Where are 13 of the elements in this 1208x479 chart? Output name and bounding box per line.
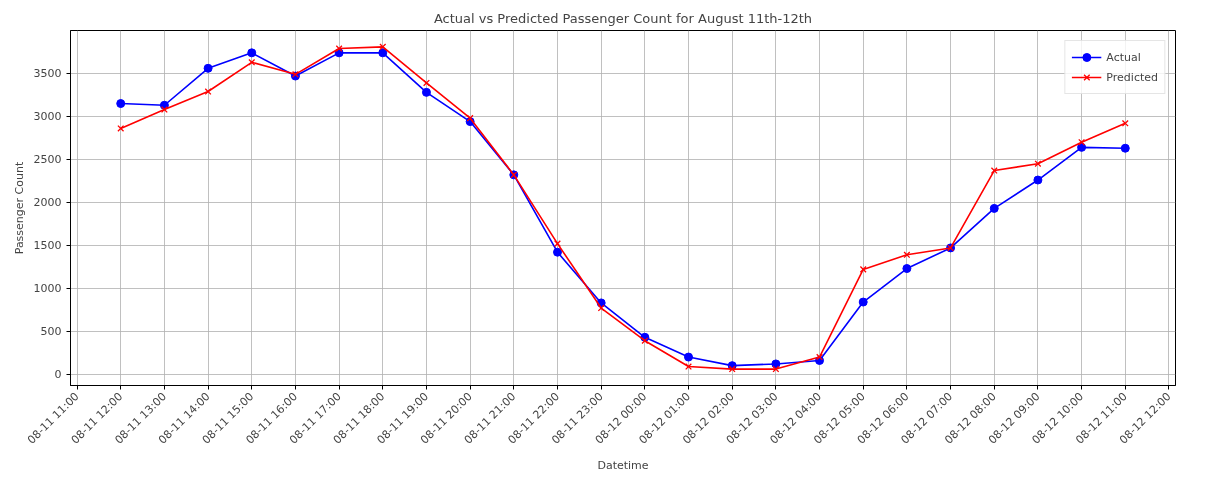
y-tick-label: 3000 xyxy=(33,110,62,124)
y-tick-label: 1500 xyxy=(33,239,62,253)
y-tick-label: 2500 xyxy=(33,153,62,167)
x-axis-title: Datetime xyxy=(597,459,649,473)
y-tick-label: 2000 xyxy=(33,196,62,210)
legend-label: Predicted xyxy=(1106,70,1158,84)
legend-label: Actual xyxy=(1106,50,1141,64)
chart-title: Actual vs Predicted Passenger Count for August 11th-12th xyxy=(433,10,813,26)
y-tick-label: 500 xyxy=(40,325,62,339)
y-tick-label: 1000 xyxy=(33,282,62,296)
y-tick-label: 0 xyxy=(54,368,62,382)
y-tick-label: 3500 xyxy=(33,67,62,81)
y-axis-title: Passenger Count xyxy=(12,161,26,255)
